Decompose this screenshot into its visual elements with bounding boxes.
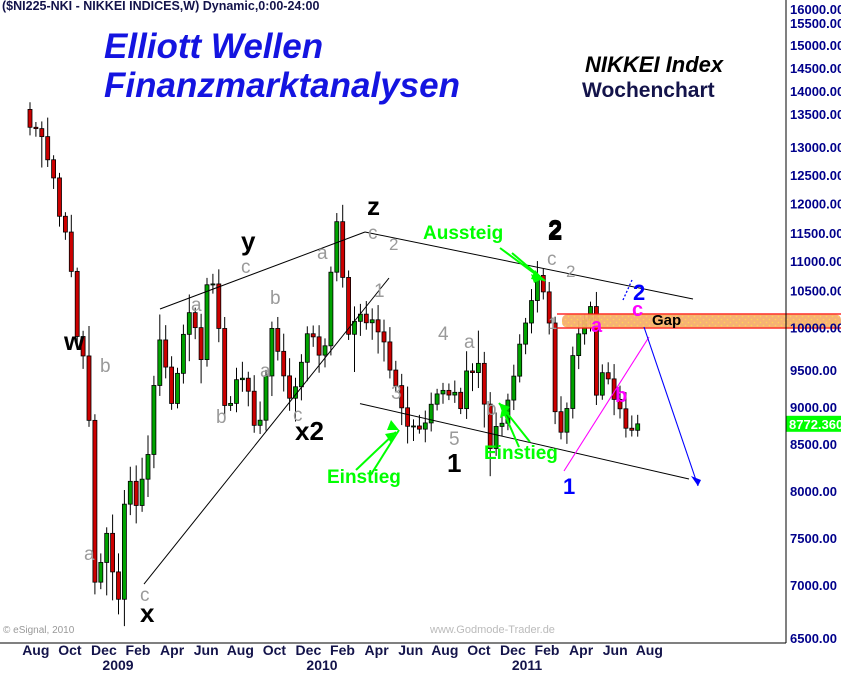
svg-text:b: b bbox=[270, 288, 281, 309]
svg-text:www.Godmode-Trader.de: www.Godmode-Trader.de bbox=[429, 624, 555, 636]
svg-text:1: 1 bbox=[447, 448, 461, 478]
svg-text:Apr: Apr bbox=[160, 642, 185, 658]
svg-text:2: 2 bbox=[389, 235, 398, 254]
svg-text:6500.00: 6500.00 bbox=[790, 631, 837, 646]
svg-text:© eSignal, 2010: © eSignal, 2010 bbox=[3, 625, 75, 636]
svg-text:c: c bbox=[632, 299, 643, 321]
svg-text:a: a bbox=[591, 315, 603, 337]
svg-text:10500.00: 10500.00 bbox=[790, 284, 841, 299]
svg-text:Oct: Oct bbox=[58, 642, 82, 658]
svg-text:Einstieg: Einstieg bbox=[327, 467, 401, 488]
svg-text:14500.00: 14500.00 bbox=[790, 61, 841, 76]
svg-text:1: 1 bbox=[563, 474, 575, 499]
svg-text:Dec: Dec bbox=[91, 642, 117, 658]
svg-text:b: b bbox=[216, 407, 227, 428]
svg-text:Aug: Aug bbox=[431, 642, 458, 658]
svg-text:8500.00: 8500.00 bbox=[790, 437, 837, 452]
svg-text:15000.00: 15000.00 bbox=[790, 38, 841, 53]
svg-text:Aug: Aug bbox=[22, 642, 49, 658]
svg-text:3: 3 bbox=[391, 383, 402, 404]
svg-text:c: c bbox=[368, 223, 378, 244]
svg-text:2: 2 bbox=[548, 216, 562, 246]
svg-text:b: b bbox=[486, 399, 497, 420]
svg-text:c: c bbox=[293, 405, 303, 426]
svg-text:15500.00: 15500.00 bbox=[790, 16, 841, 31]
svg-text:12500.00: 12500.00 bbox=[790, 168, 841, 183]
svg-text:b: b bbox=[615, 385, 627, 407]
svg-text:4: 4 bbox=[438, 324, 449, 345]
svg-text:Jun: Jun bbox=[398, 642, 423, 658]
svg-text:5: 5 bbox=[449, 429, 460, 450]
svg-text:c: c bbox=[140, 585, 150, 606]
svg-text:2010: 2010 bbox=[306, 657, 337, 673]
svg-text:9000.00: 9000.00 bbox=[790, 400, 837, 415]
svg-text:11000.00: 11000.00 bbox=[790, 254, 841, 269]
svg-text:2011: 2011 bbox=[512, 657, 543, 673]
svg-text:2009: 2009 bbox=[102, 657, 133, 673]
svg-text:1: 1 bbox=[548, 314, 557, 333]
svg-text:NIKKEI Index: NIKKEI Index bbox=[585, 52, 724, 77]
svg-text:Oct: Oct bbox=[467, 642, 491, 658]
svg-text:Apr: Apr bbox=[569, 642, 594, 658]
svg-text:7000.00: 7000.00 bbox=[790, 578, 837, 593]
svg-text:c: c bbox=[241, 257, 251, 278]
svg-text:a: a bbox=[84, 544, 95, 565]
svg-text:10000.00: 10000.00 bbox=[790, 321, 841, 336]
svg-text:Gap: Gap bbox=[652, 312, 681, 329]
svg-text:($NI225-NKI - NIKKEI INDICES,W: ($NI225-NKI - NIKKEI INDICES,W) Dynamic,… bbox=[2, 0, 319, 13]
svg-text:Aussteig: Aussteig bbox=[423, 223, 503, 244]
svg-text:Oct: Oct bbox=[263, 642, 287, 658]
svg-text:Elliott Wellen: Elliott Wellen bbox=[104, 27, 323, 66]
svg-text:12000.00: 12000.00 bbox=[790, 196, 841, 211]
svg-text:16000.00: 16000.00 bbox=[790, 2, 841, 17]
svg-text:8000.00: 8000.00 bbox=[790, 484, 837, 499]
svg-text:8772.360: 8772.360 bbox=[789, 417, 841, 432]
svg-text:b: b bbox=[100, 356, 111, 377]
svg-text:w: w bbox=[63, 326, 85, 356]
svg-text:Feb: Feb bbox=[535, 642, 560, 658]
svg-text:Jun: Jun bbox=[194, 642, 219, 658]
svg-text:a: a bbox=[260, 361, 271, 382]
svg-text:Dec: Dec bbox=[500, 642, 526, 658]
svg-text:2: 2 bbox=[566, 262, 575, 281]
svg-text:a: a bbox=[464, 332, 475, 353]
svg-text:14000.00: 14000.00 bbox=[790, 84, 841, 99]
svg-text:13500.00: 13500.00 bbox=[790, 107, 841, 122]
svg-text:Apr: Apr bbox=[365, 642, 390, 658]
svg-text:Aug: Aug bbox=[227, 642, 254, 658]
svg-text:7500.00: 7500.00 bbox=[790, 531, 837, 546]
svg-text:Wochenchart: Wochenchart bbox=[582, 79, 715, 102]
svg-text:1: 1 bbox=[374, 281, 385, 302]
svg-text:Aug: Aug bbox=[636, 642, 663, 658]
svg-text:a: a bbox=[317, 243, 328, 264]
svg-text:11500.00: 11500.00 bbox=[790, 226, 841, 241]
svg-text:y: y bbox=[241, 226, 256, 256]
svg-text:Dec: Dec bbox=[296, 642, 322, 658]
svg-text:a: a bbox=[191, 295, 202, 316]
svg-text:z: z bbox=[367, 191, 380, 221]
svg-text:9500.00: 9500.00 bbox=[790, 363, 837, 378]
svg-text:13000.00: 13000.00 bbox=[790, 140, 841, 155]
svg-text:Feb: Feb bbox=[330, 642, 355, 658]
svg-text:c: c bbox=[547, 249, 557, 270]
svg-text:Einstieg: Einstieg bbox=[484, 443, 558, 464]
svg-text:Feb: Feb bbox=[126, 642, 151, 658]
svg-text:Jun: Jun bbox=[603, 642, 628, 658]
svg-text:Finanzmarktanalysen: Finanzmarktanalysen bbox=[104, 66, 460, 105]
